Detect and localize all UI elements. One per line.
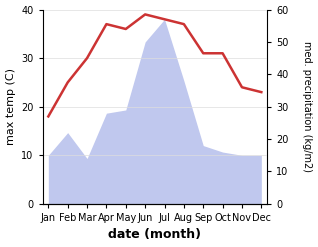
Y-axis label: max temp (C): max temp (C) — [5, 68, 16, 145]
Y-axis label: med. precipitation (kg/m2): med. precipitation (kg/m2) — [302, 41, 313, 172]
X-axis label: date (month): date (month) — [108, 228, 201, 242]
